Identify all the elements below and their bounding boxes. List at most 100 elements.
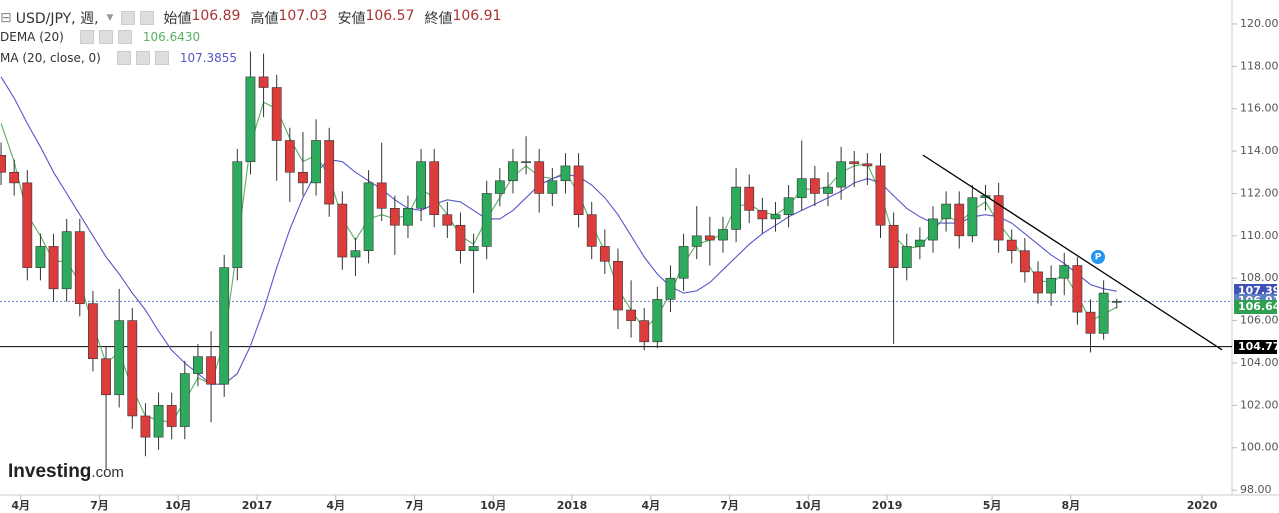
candle-body: [665, 277, 676, 300]
x-tick-label: 10月: [165, 499, 191, 512]
candle-body: [1059, 265, 1070, 279]
candle-body: [179, 373, 190, 427]
candle-body: [416, 161, 426, 209]
candle-body: [1098, 292, 1109, 334]
candle-body: [0, 155, 6, 173]
candle-body: [770, 214, 781, 220]
ohlc: 始値 106.89 高値 107.03 安値 106.57 終値 106.91: [163, 8, 501, 28]
candle-body: [153, 405, 164, 438]
candle-body: [389, 207, 400, 226]
icon[interactable]: [116, 51, 131, 65]
price-tag: 106.64: [1234, 300, 1279, 315]
ohlc-value: 107.03: [278, 8, 328, 24]
candle-body: [560, 165, 571, 182]
candle-body: [88, 303, 98, 360]
x-tick-label: 4月: [11, 499, 30, 512]
x-tick-label: 10月: [795, 499, 821, 512]
dropdown[interactable]: ▼: [106, 13, 114, 23]
collapse-icon[interactable]: ⊟: [0, 10, 12, 26]
icon[interactable]: [121, 11, 136, 25]
candle-body: [298, 171, 308, 184]
candle-body: [783, 197, 794, 215]
candle-body: [849, 161, 860, 165]
candle-body: [1085, 311, 1096, 334]
candle-body: [809, 178, 820, 194]
legend-name: MA (20, close, 0): [0, 51, 101, 65]
x-tick-label: 2020: [1187, 499, 1218, 512]
x-tick-label: 8月: [1061, 499, 1080, 512]
candle-body: [468, 246, 479, 251]
candle-body: [494, 180, 505, 194]
candle-body: [993, 195, 1004, 241]
candles: [0, 51, 1122, 469]
candle-body: [101, 358, 111, 396]
symbol: USD/JPY, 週,: [15, 11, 99, 27]
ohlc-label: 始値: [163, 11, 192, 27]
candle-body: [862, 163, 873, 167]
legend-value: 107.3855: [179, 51, 238, 65]
ohlc-value: 106.57: [365, 8, 415, 24]
candle-body: [22, 182, 33, 268]
candle-body: [954, 203, 965, 237]
icon[interactable]: [140, 11, 155, 25]
indicator-row: DEMA (20) 106.6430: [0, 30, 200, 44]
candle-body: [914, 239, 925, 247]
y-tick-label: 102.00: [1240, 398, 1279, 411]
candle-body: [258, 76, 269, 88]
icon[interactable]: [98, 30, 113, 44]
candle-body: [1019, 250, 1030, 273]
indicator-line: [0, 76, 1117, 385]
candle-body: [639, 320, 650, 343]
ohlc-value: 106.89: [191, 8, 241, 24]
candle-body: [599, 246, 610, 262]
icon[interactable]: [154, 51, 169, 65]
candle-body: [652, 299, 663, 343]
x-tick-label: 2017: [242, 499, 273, 512]
candle-body: [140, 415, 151, 438]
y-axis: 98.00 100.00 102.00 104.00 106.00 108.00 110.0…: [1232, 17, 1279, 496]
x-tick-label: 4月: [641, 499, 660, 512]
x-tick-label: 2018: [557, 499, 588, 512]
candle-body: [521, 161, 531, 163]
y-tick-label: 106.00: [1240, 314, 1279, 327]
candle-body: [429, 161, 440, 215]
icon[interactable]: [117, 30, 132, 44]
candle-body: [206, 356, 216, 385]
candle-body: [324, 140, 335, 205]
candle-body: [1033, 271, 1043, 294]
event-marker[interactable]: [1091, 250, 1105, 264]
y-tick-label: 110.00: [1240, 229, 1279, 242]
candle-body: [403, 207, 413, 226]
candle-body: [836, 161, 847, 188]
candle-body: [455, 224, 466, 251]
candle-body: [271, 87, 282, 141]
candle-body: [534, 161, 545, 194]
candle-body: [35, 246, 46, 268]
candle-body: [744, 186, 755, 211]
candle-body: [796, 178, 807, 199]
indicator-line: [0, 101, 1118, 423]
logo-suffix: .com: [91, 464, 124, 481]
candle-body: [613, 260, 623, 311]
x-tick-label: 2019: [872, 499, 903, 512]
trend-line: [922, 154, 1223, 351]
candle-body: [219, 267, 230, 385]
candle-body: [61, 231, 72, 290]
candle-body: [586, 214, 597, 247]
icon[interactable]: [79, 30, 94, 44]
candle-body: [245, 76, 256, 162]
candle-body: [127, 320, 138, 417]
candle-body: [823, 186, 833, 194]
y-tick-label: 120.00: [1240, 17, 1279, 30]
candle-body: [48, 246, 59, 290]
candle-body: [731, 186, 741, 230]
candle-body: [901, 246, 912, 268]
icon[interactable]: [135, 51, 150, 65]
candle-body: [928, 218, 938, 241]
candle-body: [626, 309, 636, 321]
candle-body: [573, 165, 584, 215]
candle-body: [311, 140, 321, 184]
candle-body: [376, 182, 387, 209]
